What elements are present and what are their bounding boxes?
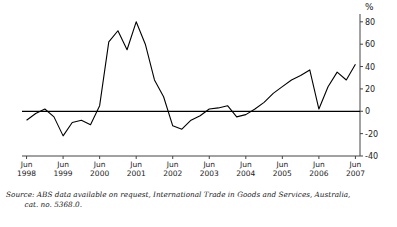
y-tick [360, 156, 363, 157]
x-tick-label: Jun2002 [163, 160, 182, 178]
x-tick [136, 156, 137, 159]
x-tick-label: Jun2005 [273, 160, 292, 178]
y-tick-label: 0 [365, 107, 370, 116]
source-text: Source: ABS data available on request, I… [6, 190, 350, 209]
x-tick [355, 156, 356, 159]
y-axis-line [360, 14, 361, 156]
x-tick-label-line: 2002 [163, 169, 182, 178]
x-tick [63, 156, 64, 159]
y-tick [360, 21, 363, 22]
x-tick-label-line: 2000 [90, 169, 109, 178]
chart: -40 -20 0 20 40 60 80% Jun1998 Jun1999 Jun2000 Jun… [0, 0, 397, 227]
y-axis-label: % [365, 2, 374, 12]
x-tick [26, 156, 27, 159]
x-tick-label-line: 2007 [346, 169, 365, 178]
x-tick-label: Jun2000 [90, 160, 109, 178]
x-tick-label-line: 2003 [200, 169, 219, 178]
source-text-line: cat. no. 5368.0. [6, 200, 82, 209]
x-tick-label: Jun1998 [17, 160, 36, 178]
line-series [27, 22, 356, 136]
x-tick [245, 156, 246, 159]
y-tick-label: -20 [365, 130, 378, 139]
source-text-line: Source: ABS data available on request, I… [6, 190, 350, 199]
y-tick-label: -40 [365, 152, 378, 161]
y-tick-label: 40 [365, 63, 375, 72]
x-tick-label-line: 2001 [127, 169, 146, 178]
x-tick-label-line: 2005 [273, 169, 292, 178]
x-tick-label: Jun2003 [200, 160, 219, 178]
y-tick-label: 80 [365, 18, 375, 27]
y-tick [360, 111, 363, 112]
x-axis-line [22, 156, 360, 157]
x-tick-label-line: 2004 [236, 169, 255, 178]
x-tick-label-line: 2006 [309, 169, 328, 178]
x-tick-label: Jun2007 [346, 160, 365, 178]
y-tick-label: 60 [365, 40, 375, 49]
y-tick [360, 88, 363, 89]
x-tick-label-line: 1998 [17, 169, 36, 178]
x-tick-label: Jun2004 [236, 160, 255, 178]
x-tick-label-line: 1999 [54, 169, 73, 178]
y-tick-label: 20 [365, 85, 375, 94]
x-tick [318, 156, 319, 159]
y-tick [360, 66, 363, 67]
x-tick [282, 156, 283, 159]
x-tick-label: Jun2001 [127, 160, 146, 178]
x-tick [209, 156, 210, 159]
zero-line [22, 111, 360, 112]
x-tick [172, 156, 173, 159]
y-tick [360, 133, 363, 134]
x-tick-label: Jun2006 [309, 160, 328, 178]
y-tick [360, 44, 363, 45]
x-tick-label: Jun1999 [54, 160, 73, 178]
x-tick [99, 156, 100, 159]
plot-area [22, 22, 360, 136]
